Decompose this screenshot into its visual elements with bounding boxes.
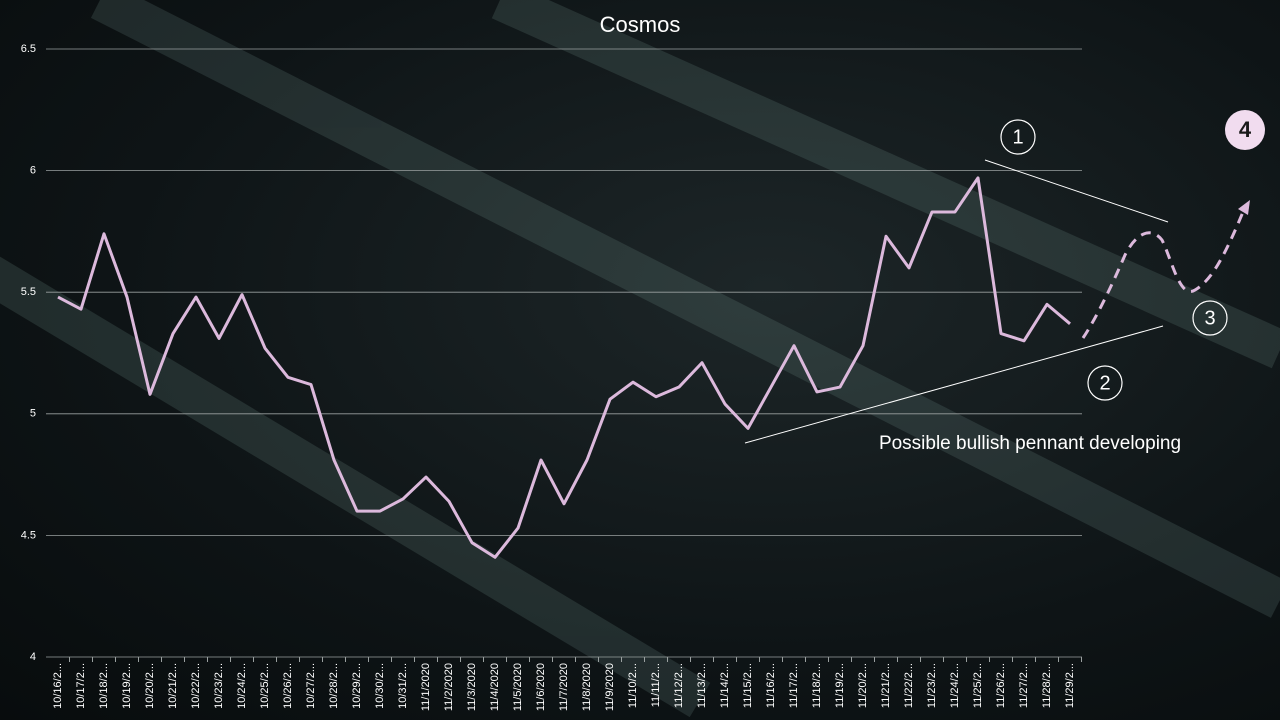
x-tick-label: 11/5/2020 — [512, 663, 524, 711]
x-tick-label: 11/23/2... — [926, 663, 938, 708]
decor — [0, 256, 711, 718]
pennant-lower-line — [744, 325, 1164, 444]
annotation: 2 — [1099, 372, 1110, 394]
x-tick-label: 11/16/2... — [765, 663, 777, 708]
x-tick-label: 11/20/2... — [857, 663, 869, 708]
x-tick-label: 11/28/2... — [1041, 663, 1053, 708]
x-tick-label: 11/26/2... — [995, 663, 1007, 708]
x-tick-label: 11/2/2020 — [443, 663, 455, 711]
x-tick-label: 11/9/2020 — [604, 663, 616, 711]
x-tick-label: 11/13/2... — [696, 663, 708, 708]
chart-title: Cosmos — [600, 12, 681, 37]
x-tick-label: 11/18/2... — [811, 663, 823, 708]
projection-arrow — [1238, 200, 1250, 215]
y-tick-label: 5 — [30, 408, 36, 420]
x-tick-label: 10/25/2... — [259, 663, 271, 709]
annotation: 4 — [1239, 117, 1252, 142]
x-tick-label: 10/24/2... — [236, 663, 248, 709]
x-tick-label: 10/27/2... — [305, 663, 317, 709]
x-tick-label: 10/23/2... — [213, 663, 225, 709]
x-tick-label: 11/6/2020 — [535, 663, 547, 711]
x-tick-label: 11/12/2... — [673, 663, 685, 708]
y-tick-label: 6.5 — [21, 43, 36, 55]
projection-path — [1081, 211, 1245, 339]
x-tick-label: 11/22/2... — [903, 663, 915, 708]
annotation: 3 — [1204, 307, 1215, 329]
annotation-circle — [1087, 365, 1123, 401]
line-series — [57, 176, 1071, 559]
x-tick-label: 11/10/2... — [627, 663, 639, 708]
x-tick-label: 11/7/2020 — [558, 663, 570, 711]
x-tick-label: 10/18/2... — [98, 663, 110, 709]
x-tick-label: 11/27/2... — [1018, 663, 1030, 708]
y-tick-label: 5.5 — [21, 286, 36, 298]
x-tick-label: 11/19/2... — [834, 663, 846, 708]
x-tick-label: 11/24/2... — [949, 663, 961, 708]
x-tick-label: 11/17/2... — [788, 663, 800, 708]
x-tick-label: 11/21/2... — [880, 663, 892, 708]
x-tick-label: 10/22/2... — [190, 663, 202, 709]
x-tick-label: 11/4/2020 — [489, 663, 501, 711]
y-tick-label: 4 — [30, 651, 36, 663]
x-tick-label: 11/8/2020 — [581, 663, 593, 711]
x-tick-label: 10/17/2... — [75, 663, 87, 709]
y-tick-label: 4.5 — [21, 529, 36, 541]
x-tick-label: 10/28/2... — [328, 663, 340, 709]
annotation-circle — [1225, 110, 1265, 150]
x-tick-label: 11/11/2... — [650, 663, 662, 707]
x-tick-label: 10/29/2... — [351, 663, 363, 709]
x-tick-label: 10/31/2... — [397, 663, 409, 709]
y-tick-label: 6 — [30, 165, 36, 177]
x-tick-label: 10/20/2... — [144, 663, 156, 709]
x-tick-label: 10/30/2... — [374, 663, 386, 709]
x-tick-label: 11/15/2... — [742, 663, 754, 708]
decor — [491, 0, 1280, 369]
x-tick-label: 10/21/2... — [167, 663, 179, 709]
x-tick-label: 11/14/2... — [719, 663, 731, 708]
pennant-upper-line — [984, 159, 1169, 223]
x-tick-label: 10/16/2... — [52, 663, 64, 709]
x-tick-label: 11/3/2020 — [466, 663, 478, 711]
annotation-circle — [1000, 119, 1036, 155]
x-tick-label: 10/19/2... — [121, 663, 133, 709]
decor — [90, 0, 1280, 618]
x-tick-label: 11/29/2... — [1064, 663, 1076, 708]
annotation: 1 — [1012, 126, 1023, 148]
x-tick-label: 11/1/2020 — [420, 663, 432, 711]
x-tick-label: 11/25/2... — [972, 663, 984, 708]
annotation-circle — [1192, 300, 1228, 336]
annotation: Possible bullish pennant developing — [879, 433, 1181, 454]
x-tick-label: 10/26/2... — [282, 663, 294, 709]
